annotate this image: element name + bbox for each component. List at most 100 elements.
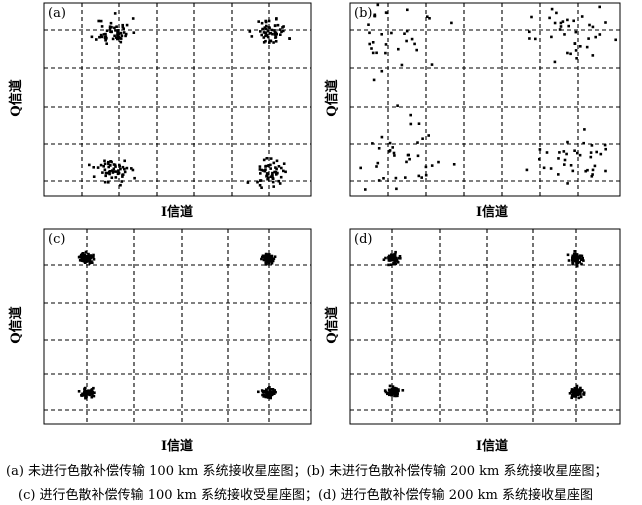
scatter-point bbox=[92, 258, 96, 261]
scatter-point bbox=[571, 258, 574, 261]
scatter-point bbox=[603, 143, 607, 147]
scatter-point bbox=[275, 32, 278, 36]
scatter-point bbox=[114, 170, 118, 173]
scatter-point bbox=[580, 15, 584, 18]
scatter-point bbox=[553, 21, 557, 25]
scatter-point bbox=[107, 160, 110, 164]
scatter-point bbox=[87, 259, 90, 263]
scatter-point bbox=[265, 172, 269, 175]
scatter-point bbox=[122, 31, 126, 34]
scatter-point bbox=[367, 23, 370, 26]
scatter-point bbox=[272, 257, 276, 260]
scatter-point bbox=[105, 29, 109, 32]
scatter-point bbox=[119, 167, 122, 171]
scatter-point bbox=[574, 256, 578, 259]
scatter-point bbox=[390, 394, 394, 397]
constellation-panel-b: (b) I信道 Q信道 bbox=[324, 2, 621, 220]
scatter-point bbox=[577, 392, 581, 395]
scatter-point bbox=[85, 395, 88, 399]
scatter-point bbox=[104, 38, 107, 42]
scatter-point bbox=[574, 254, 577, 257]
scatter-point bbox=[401, 389, 405, 392]
scatter-point bbox=[117, 32, 121, 35]
scatter-point bbox=[572, 391, 576, 395]
scatter-point bbox=[570, 390, 573, 394]
scatter-point bbox=[115, 25, 118, 28]
scatter-point bbox=[427, 134, 430, 137]
scatter-point bbox=[266, 177, 269, 181]
scatter-point bbox=[266, 396, 270, 399]
scatter-point bbox=[102, 165, 105, 168]
scatter-point bbox=[389, 263, 393, 266]
scatter-point bbox=[371, 51, 375, 55]
scatter-point bbox=[86, 391, 90, 394]
scatter-point bbox=[268, 389, 272, 392]
scatter-point bbox=[393, 154, 396, 157]
scatter-point bbox=[590, 144, 594, 147]
scatter-point bbox=[591, 168, 595, 172]
scatter-point bbox=[574, 395, 578, 398]
scatter-point bbox=[278, 182, 282, 185]
scatter-point bbox=[384, 390, 388, 394]
scatter-point bbox=[262, 391, 265, 394]
scatter-point bbox=[387, 254, 391, 258]
scatter-point bbox=[92, 175, 96, 178]
scatter-point bbox=[368, 31, 371, 35]
scatter-point bbox=[110, 176, 114, 179]
scatter-point bbox=[91, 261, 94, 264]
scatter-point bbox=[269, 396, 272, 400]
scatter-point bbox=[397, 256, 401, 260]
scatter-point bbox=[409, 113, 412, 117]
scatter-point bbox=[121, 175, 124, 178]
scatter-point bbox=[417, 122, 421, 125]
scatter-point bbox=[571, 254, 574, 258]
scatter-point bbox=[121, 173, 125, 176]
scatter-point bbox=[105, 42, 108, 45]
scatter-point bbox=[266, 256, 270, 259]
scatter-point bbox=[265, 391, 268, 395]
scatter-point bbox=[395, 387, 398, 390]
scatter-point bbox=[562, 150, 566, 153]
scatter-point bbox=[577, 256, 581, 260]
y-axis-label: Q信道 bbox=[8, 306, 24, 343]
scatter-point bbox=[571, 260, 574, 263]
scatter-point bbox=[392, 262, 395, 265]
scatter-point bbox=[595, 150, 598, 154]
scatter-point bbox=[264, 395, 268, 399]
scatter-point bbox=[371, 41, 375, 44]
scatter-point bbox=[86, 255, 89, 258]
scatter-point bbox=[107, 162, 110, 165]
scatter-point bbox=[246, 181, 250, 184]
scatter-point bbox=[593, 164, 597, 168]
scatter-point bbox=[260, 186, 263, 189]
scatter-point bbox=[538, 157, 541, 161]
scatter-point bbox=[573, 259, 577, 263]
scatter-point bbox=[390, 31, 393, 35]
scatter-point bbox=[397, 47, 400, 51]
scatter-point bbox=[91, 390, 94, 394]
scatter-point bbox=[405, 29, 409, 33]
scatter-point bbox=[106, 171, 110, 175]
scatter-point bbox=[264, 263, 268, 266]
scatter-point bbox=[100, 25, 104, 28]
scatter-point bbox=[575, 393, 579, 396]
scatter-point bbox=[114, 165, 117, 168]
scatter-point bbox=[563, 158, 567, 162]
scatter-point bbox=[405, 160, 408, 164]
scatter-point bbox=[108, 164, 112, 167]
scatter-point bbox=[268, 41, 271, 44]
scatter-point bbox=[567, 24, 570, 28]
scatter-point bbox=[424, 165, 428, 169]
scatter-point bbox=[83, 393, 86, 397]
scatter-point bbox=[114, 29, 117, 32]
scatter-point bbox=[380, 33, 383, 36]
scatter-point bbox=[576, 151, 579, 155]
scatter-point bbox=[282, 162, 286, 165]
scatter-point bbox=[267, 261, 271, 265]
scatter-point bbox=[90, 395, 94, 399]
scatter-point bbox=[108, 172, 111, 176]
scatter-point bbox=[582, 392, 585, 396]
scatter-point bbox=[260, 33, 263, 37]
scatter-point bbox=[92, 255, 95, 259]
scatter-point bbox=[88, 393, 92, 397]
